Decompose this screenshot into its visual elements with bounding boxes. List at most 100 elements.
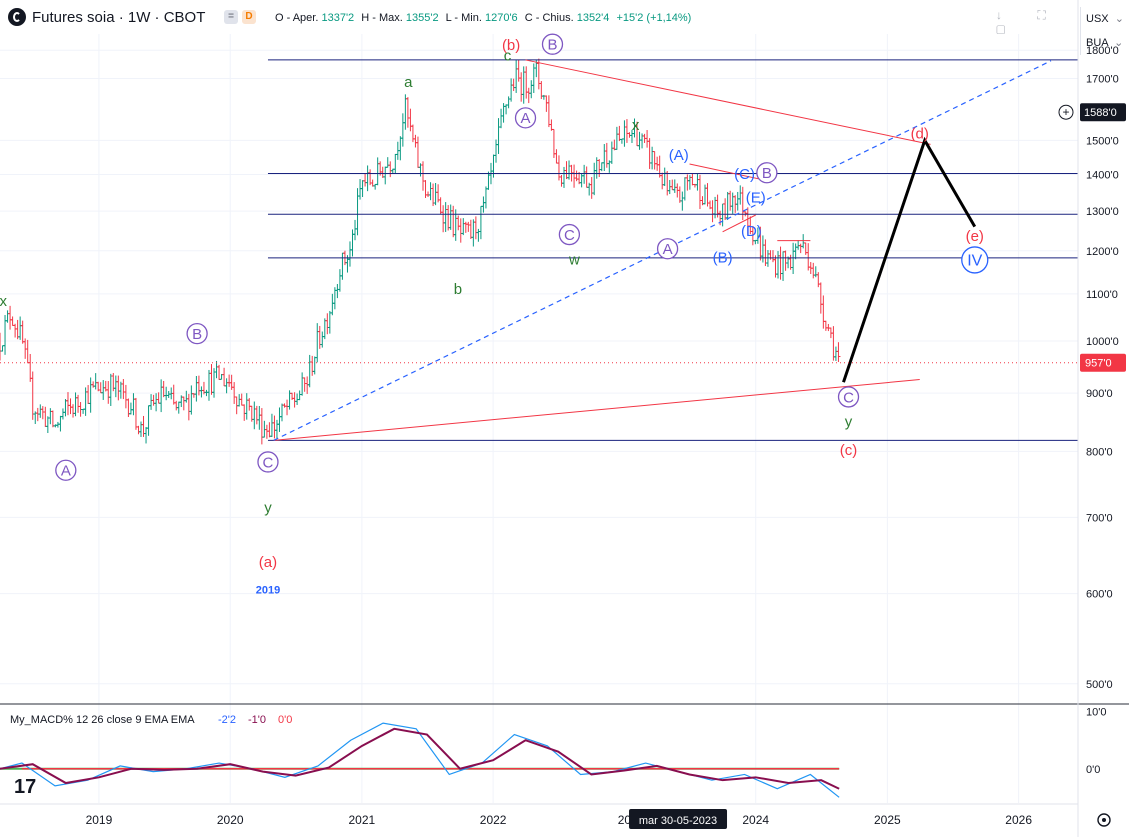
ohlc-bar [50,410,55,428]
ohlc-bar [730,192,735,214]
ohlc-bar [360,180,365,198]
ohlc-bar [564,161,569,180]
wave-label: b [454,281,462,298]
ohlc-bar [375,157,380,186]
ohlc-bar [113,375,118,398]
last-price-label: 957'0 [1085,358,1112,370]
ohlc-bar [720,203,725,227]
ohlc-bar [529,80,534,99]
ohlc-bar [0,332,2,361]
wave-label: (e) [966,228,984,245]
ohlc-bar [269,413,274,437]
ohlc-bar [652,151,657,170]
low-label: L - Min. [445,12,482,24]
ohlc-bar [222,367,227,387]
settings-gear-icon [1097,813,1111,827]
ohlc-bar [48,408,53,425]
time-axis-label: 2019 [86,813,113,827]
ohlc-bar [793,243,798,260]
ohlc-bar [441,205,446,233]
ohlc-bar [254,405,259,425]
ohlc-bar [224,378,229,394]
ohlc-bar [30,371,35,420]
ohlc-bar [451,205,456,238]
ohlc-bar [426,191,431,198]
wave-label: (E) [746,189,766,206]
ohlc-bar [81,408,86,414]
ohlc-bar [783,250,788,271]
wave-label: 2019 [256,584,280,596]
ohlc-bar [116,375,121,401]
macd-signal-line [0,727,840,790]
ohlc-bar [499,108,504,129]
ohlc-bar [544,95,549,112]
window-controls[interactable]: ↓ ⛶ ▢ [996,8,1062,37]
ohlc-bar [252,401,257,430]
ohlc-bar [330,293,335,316]
low-value: 1270'6 [484,12,518,24]
wave-label: (B) [713,249,733,266]
wave-label-circle [514,107,537,129]
ohlc-bar [91,381,96,388]
ohlc-bar [801,234,806,249]
ohlc-bar [25,339,30,364]
wave-label: (c) [840,442,858,459]
price-axis-label: 1500'0 [1086,135,1119,147]
ohlc-bar [320,331,325,348]
currency-selector[interactable]: USX ⌄ [1080,7,1129,31]
time-axis-label: 2024 [742,813,769,827]
ohlc-bar [128,402,133,415]
wave-label-circle [257,451,279,473]
ohlc-bar [312,356,317,375]
ohlc-bar [506,96,511,109]
ohlc-bar [184,390,189,403]
exchange-logo-icon[interactable] [8,8,26,26]
ohlc-bar [546,95,551,128]
wave-label-circle [186,322,208,345]
ohlc-bar [494,139,499,163]
price-axis-label: 600'0 [1086,589,1113,601]
ohlc-bar [310,355,315,376]
ohlc-bar [272,415,277,439]
plus-glyph: + [1062,105,1069,119]
price-axis-label: 1400'0 [1086,170,1119,182]
macd-axis-label: 0'0 [1086,764,1100,776]
ohlc-bar [672,179,677,193]
ohlc-bar [685,174,690,191]
wave-label: (b) [502,37,520,54]
wave-label-circle [656,238,679,260]
wave-label: x [632,117,640,134]
delayed-badge: D [242,10,256,24]
ohlc-bar [811,262,816,279]
wave-label: x [0,293,7,310]
ohlc-bar [461,218,466,236]
ohlc-bar [408,108,413,132]
ohlc-bar [315,323,320,363]
price-axis-label: 1000'0 [1086,336,1119,348]
ohlc-bar [728,190,733,211]
ohlc-bar [171,384,176,405]
wave-label: IV [967,253,982,270]
ohlc-bar [209,364,214,395]
ohlc-bar [71,404,76,418]
symbol-title[interactable]: Futures soia · 1W · CBOT [32,9,206,26]
ohlc-bar [833,346,838,361]
ohlc-bar [614,126,619,150]
ohlc-bar [463,221,468,233]
settings-gear-center [1102,818,1106,822]
unit-selector[interactable]: BUA ⌄ [1080,31,1129,55]
wave-label: (D) [741,223,762,240]
ohlc-bar [509,78,514,102]
ohlc-bar [63,399,68,417]
macd-pane: My_MACD% 12 26 close 9 EMA EMA -2'2 -1'0 0'… [0,714,840,798]
ohlc-bar [186,393,191,421]
ohlc-bar [383,166,388,185]
ohlc-bar [738,185,743,205]
price-axis-label: 1300'0 [1086,206,1119,218]
ohlc-bar [821,295,826,329]
ohlc-bar [645,130,650,148]
ohlc-bar [617,125,622,142]
ohlc-bar [242,404,247,421]
grid-layer [0,34,1078,803]
